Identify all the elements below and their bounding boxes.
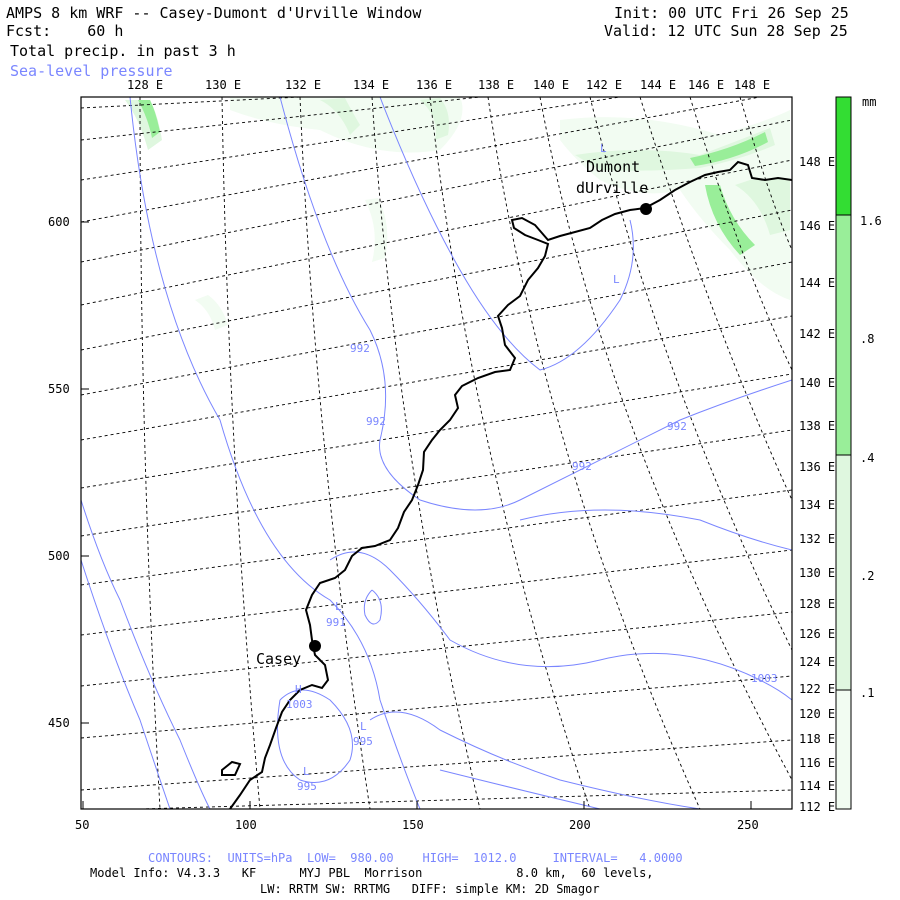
contour-label: 995 <box>297 780 317 793</box>
colorbar-label: .1 <box>860 686 874 700</box>
lon-label: 134 E <box>353 78 389 92</box>
contour-label: L <box>335 600 342 613</box>
contour-label: 992 <box>366 415 386 428</box>
contour-label: L <box>303 765 310 778</box>
lon-label: 126 E <box>799 627 835 641</box>
lon-label: 148 E <box>734 78 770 92</box>
lon-label: 146 E <box>688 78 724 92</box>
field-label: Total precip. in past 3 h <box>10 42 236 60</box>
y-axis-ticks <box>81 221 752 809</box>
x-axis-labels: 50 100 150 200 250 <box>75 818 759 832</box>
precip-shading <box>125 97 790 330</box>
contour-label: 992 <box>667 420 687 433</box>
pressure-contours <box>81 97 792 809</box>
lon-label: 144 E <box>799 276 835 290</box>
valid-time: Valid: 12 UTC Sun 28 Sep 25 <box>604 22 848 40</box>
contour-label: H <box>295 683 302 696</box>
lon-label: 130 E <box>799 566 835 580</box>
dumont-label-line1: Dumont <box>586 158 640 176</box>
lon-label: 134 E <box>799 498 835 512</box>
y-axis-labels: 600 550 500 450 <box>48 215 70 730</box>
x-tick-label: 150 <box>402 818 424 832</box>
plot-frame <box>80 96 793 810</box>
overlay-label: Sea-level pressure <box>10 62 173 80</box>
precip-colorbar: mm 1.6 .8 .4 .2 .1 <box>835 95 882 810</box>
y-tick-label: 500 <box>48 549 70 563</box>
model-info: Model Info: V4.3.3 KF MYJ PBL Morrison 8… <box>90 866 654 880</box>
lon-label: 146 E <box>799 219 835 233</box>
colorbar-unit: mm <box>862 95 876 109</box>
lon-label: 130 E <box>205 78 241 92</box>
lon-label: 142 E <box>799 327 835 341</box>
contour-labels: 992 992 992 992 991 1003 995 995 1003 L … <box>286 142 778 793</box>
forecast-hour: Fcst: 60 h <box>6 22 124 40</box>
lon-label: 128 E <box>127 78 163 92</box>
lon-label: 124 E <box>799 655 835 669</box>
top-longitude-labels: 128 E 130 E 132 E 134 E 136 E 138 E 140 … <box>127 78 770 92</box>
contour-label: 995 <box>353 735 373 748</box>
lon-label: 144 E <box>640 78 676 92</box>
lon-label: 132 E <box>799 532 835 546</box>
contour-label: 1003 <box>286 698 313 711</box>
x-tick-label: 200 <box>569 818 591 832</box>
init-time: Init: 00 UTC Fri 26 Sep 25 <box>614 4 849 22</box>
casey-label: Casey <box>256 650 301 668</box>
lon-label: 138 E <box>799 419 835 433</box>
lon-label: 118 E <box>799 732 835 746</box>
lon-label: 136 E <box>799 460 835 474</box>
lon-label: 114 E <box>799 779 835 793</box>
graticule <box>81 97 792 809</box>
contour-label: L <box>600 142 607 155</box>
contour-label: 991 <box>326 616 346 629</box>
colorbar-label: .8 <box>860 332 874 346</box>
y-tick-label: 600 <box>48 215 70 229</box>
contour-label: L <box>613 273 620 286</box>
physics-info: LW: RRTM SW: RRTMG DIFF: simple KM: 2D S… <box>260 882 600 896</box>
x-tick-label: 250 <box>737 818 759 832</box>
dumont-label-line2: dUrville <box>576 179 648 197</box>
y-tick-label: 550 <box>48 382 70 396</box>
lon-label: 140 E <box>533 78 569 92</box>
lon-label: 120 E <box>799 707 835 721</box>
right-longitude-labels: 148 E 146 E 144 E 142 E 140 E 138 E 136 … <box>799 155 835 814</box>
dumont-station-marker <box>640 203 652 215</box>
coastline <box>221 160 792 809</box>
colorbar-label: .4 <box>860 451 874 465</box>
lon-label: 148 E <box>799 155 835 169</box>
casey-station-marker <box>309 640 321 652</box>
lon-label: 116 E <box>799 756 835 770</box>
contour-label: 992 <box>350 342 370 355</box>
colorbar-label: 1.6 <box>860 214 882 228</box>
lon-label: 122 E <box>799 682 835 696</box>
lon-label: 138 E <box>478 78 514 92</box>
contour-label: 1003 <box>751 672 778 685</box>
lon-label: 128 E <box>799 597 835 611</box>
lon-label: 136 E <box>416 78 452 92</box>
y-tick-label: 450 <box>48 716 70 730</box>
lon-label: 132 E <box>285 78 321 92</box>
lon-label: 112 E <box>799 800 835 814</box>
lon-label: 140 E <box>799 376 835 390</box>
contour-label: 992 <box>572 460 592 473</box>
colorbar-label: .2 <box>860 569 874 583</box>
contour-info: CONTOURS: UNITS=hPa LOW= 980.00 HIGH= 10… <box>148 851 683 865</box>
contour-label: L <box>360 720 367 733</box>
lon-label: 142 E <box>586 78 622 92</box>
x-tick-label: 50 <box>75 818 89 832</box>
chart-title: AMPS 8 km WRF -- Casey-Dumont d'Urville … <box>6 4 422 22</box>
x-tick-label: 100 <box>235 818 257 832</box>
